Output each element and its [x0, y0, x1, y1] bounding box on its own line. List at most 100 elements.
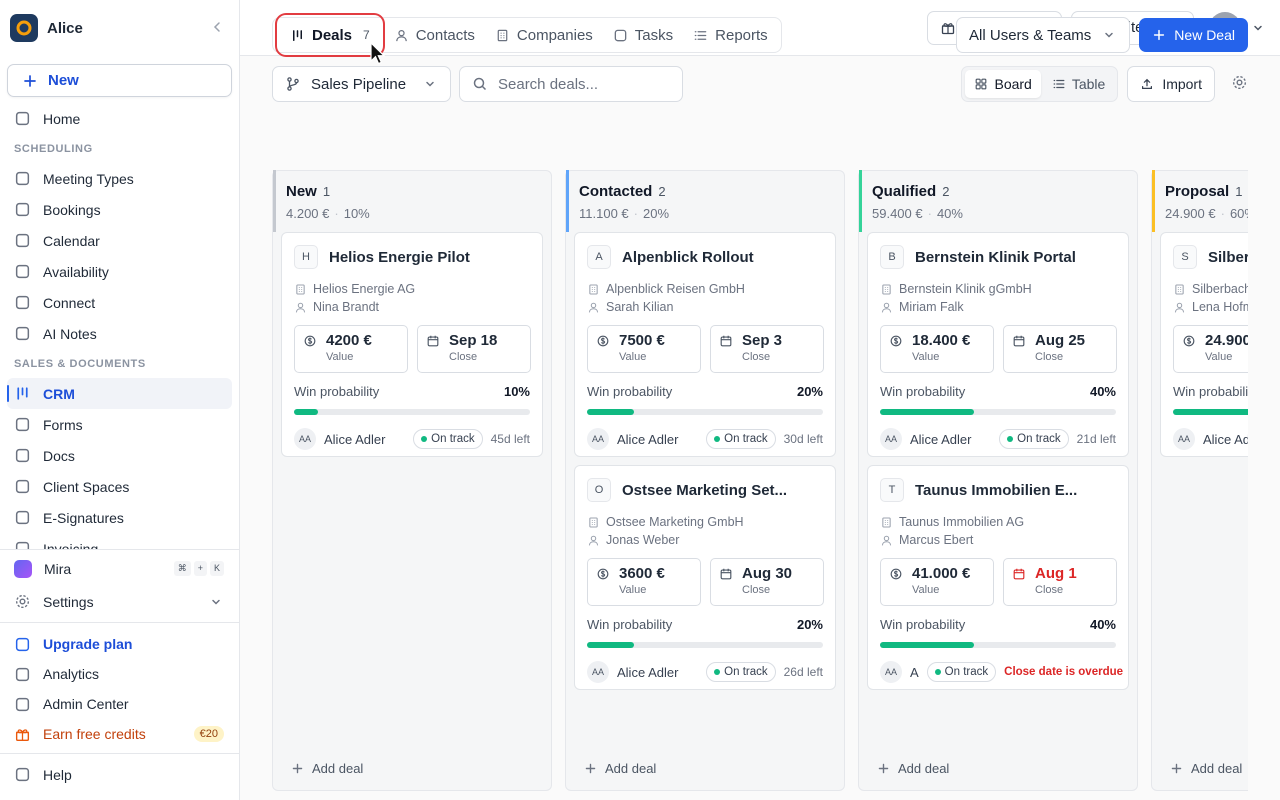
- probability-caption: Win probability: [587, 617, 673, 632]
- column-header: Proposal 1 24.900 € · 60%: [1152, 170, 1248, 232]
- view-toggle: Board Table: [961, 66, 1119, 102]
- nav-item[interactable]: Calendar: [7, 225, 232, 256]
- deal-company: Ostsee Marketing GmbH: [587, 513, 823, 531]
- value-row: 24.900: [1182, 332, 1248, 349]
- nav-item[interactable]: Meeting Types: [7, 163, 232, 194]
- footer-item[interactable]: Admin Center: [7, 689, 232, 719]
- nav-item[interactable]: CRM: [7, 378, 232, 409]
- nav-item[interactable]: Invoicing: [7, 533, 232, 549]
- settings-item[interactable]: Settings: [7, 585, 232, 618]
- add-deal[interactable]: Add deal: [877, 761, 949, 776]
- tab[interactable]: Contacts: [385, 21, 484, 49]
- workspace-name: Alice: [47, 19, 83, 37]
- deal-card[interactable]: H Helios Energie Pilot Helios Energie AG Ni…: [281, 232, 543, 457]
- nav-item[interactable]: E-Signatures: [7, 502, 232, 533]
- status-pill: On track: [706, 662, 776, 682]
- main: Refer & earnInvite teamAADeals7ContactsC…: [240, 0, 1280, 800]
- contact-name: Nina Brandt: [313, 300, 380, 314]
- deal-title: Bernstein Klinik Portal: [915, 248, 1076, 266]
- nav-item[interactable]: Docs: [7, 440, 232, 471]
- icon: [14, 540, 31, 549]
- column-probability: 40%: [936, 206, 963, 221]
- assistant-label: Mira: [44, 560, 72, 577]
- search-placeholder: Search deals...: [498, 75, 599, 93]
- probability-value: 40%: [1089, 384, 1116, 399]
- deal-card[interactable]: O Ostsee Marketing Set... Ostsee Marketing…: [574, 465, 836, 690]
- column-title-row: New 1: [286, 183, 533, 200]
- owner-name: Alice Adler: [324, 431, 386, 447]
- footer-item[interactable]: Analytics: [7, 659, 232, 689]
- card-list: S Silberb Silberbach Lena Hofm 24.900 Value Wi…: [1160, 232, 1248, 457]
- column-probability: 60%: [1229, 206, 1248, 221]
- nav-item[interactable]: AI Notes: [7, 318, 232, 349]
- deal-card[interactable]: S Silberb Silberbach Lena Hofm 24.900 Value Wi…: [1160, 232, 1248, 457]
- tab[interactable]: Deals 7: [277, 15, 383, 55]
- view-option[interactable]: Board: [965, 70, 1041, 98]
- board-settings[interactable]: [1231, 74, 1248, 94]
- sidebar-footer: Upgrade plan Analytics Admin Center Earn fr…: [0, 622, 239, 753]
- probability-row: Win probability 40%: [880, 617, 1116, 632]
- deal-boxes: 3600 € Value Aug 30 Close: [587, 558, 824, 606]
- add-deal[interactable]: Add deal: [584, 761, 656, 776]
- workspace-header: Alice: [0, 0, 239, 56]
- icon: [587, 534, 600, 547]
- logo: [10, 14, 38, 42]
- tab[interactable]: Companies: [486, 21, 602, 49]
- pipeline-select[interactable]: Sales Pipeline: [272, 66, 451, 102]
- nav-item[interactable]: Home: [7, 103, 232, 134]
- collapse-button[interactable]: [209, 19, 225, 38]
- tab[interactable]: Tasks: [604, 21, 682, 49]
- help-item[interactable]: Help: [7, 758, 232, 791]
- tab[interactable]: Reports: [684, 21, 777, 49]
- search-input[interactable]: Search deals...: [459, 66, 683, 102]
- probability-row: Win probability 20%: [587, 617, 823, 632]
- shortcut-key: ⌘: [173, 561, 191, 576]
- help-label: Help: [43, 766, 72, 783]
- column-meta: 4.200 € · 10%: [286, 206, 533, 221]
- nav-label: E-Signatures: [43, 509, 124, 526]
- nav-label: CRM: [43, 385, 75, 402]
- deal-card[interactable]: B Bernstein Klinik Portal Bernstein Klinik…: [867, 232, 1129, 457]
- deal-card[interactable]: T Taunus Immobilien E... Taunus Immobilien…: [867, 465, 1129, 690]
- close-box: Aug 1 Close: [1003, 558, 1117, 606]
- nav-item[interactable]: Client Spaces: [7, 471, 232, 502]
- import-label: Import: [1162, 76, 1202, 92]
- icon: [880, 301, 893, 314]
- icon: [14, 232, 31, 249]
- probability-bar: [1173, 409, 1248, 415]
- import-button[interactable]: Import: [1127, 66, 1215, 102]
- add-deal[interactable]: Add deal: [291, 761, 363, 776]
- nav-item[interactable]: Forms: [7, 409, 232, 440]
- contact-name: Miriam Falk: [899, 300, 964, 314]
- close-date: Aug 25: [1035, 332, 1086, 349]
- nav-label: Bookings: [43, 201, 101, 218]
- probability-caption: Win probability: [294, 384, 380, 399]
- nav-item[interactable]: Bookings: [7, 194, 232, 225]
- deal-contact: Sarah Kilian: [587, 298, 823, 316]
- value-box: 24.900 Value: [1173, 325, 1248, 373]
- assistant-item[interactable]: Mira ⌘ + K: [7, 552, 232, 585]
- column-count: 2: [658, 184, 666, 199]
- column-meta: 11.100 € · 20%: [579, 206, 826, 221]
- owner-avatar: AA: [587, 428, 609, 450]
- footer-item[interactable]: Earn free credits €20: [7, 719, 232, 749]
- nav-label: Invoicing: [43, 540, 99, 550]
- icon: [14, 636, 31, 653]
- icon: [974, 77, 988, 91]
- new-button[interactable]: New: [7, 64, 232, 97]
- sidebar-help: Help: [0, 753, 239, 795]
- separator-dot: ·: [927, 206, 932, 221]
- deal-card[interactable]: A Alpenblick Rollout Alpenblick Reisen Gmb…: [574, 232, 836, 457]
- nav-item[interactable]: Connect: [7, 287, 232, 318]
- new-deal-button[interactable]: New Deal: [1139, 18, 1248, 52]
- close-caption: Close: [449, 351, 478, 363]
- footer-item[interactable]: Upgrade plan: [7, 629, 232, 659]
- nav-item[interactable]: Availability: [7, 256, 232, 287]
- add-deal[interactable]: Add deal: [1170, 761, 1242, 776]
- icon: [495, 28, 510, 43]
- deal-value: 41.000 €: [912, 565, 971, 582]
- contact-name: Lena Hofm: [1192, 300, 1248, 314]
- view-option[interactable]: Table: [1043, 70, 1114, 98]
- owner-filter[interactable]: All Users & Teams: [956, 17, 1131, 53]
- deal-boxes: 24.900 Value: [1173, 325, 1248, 373]
